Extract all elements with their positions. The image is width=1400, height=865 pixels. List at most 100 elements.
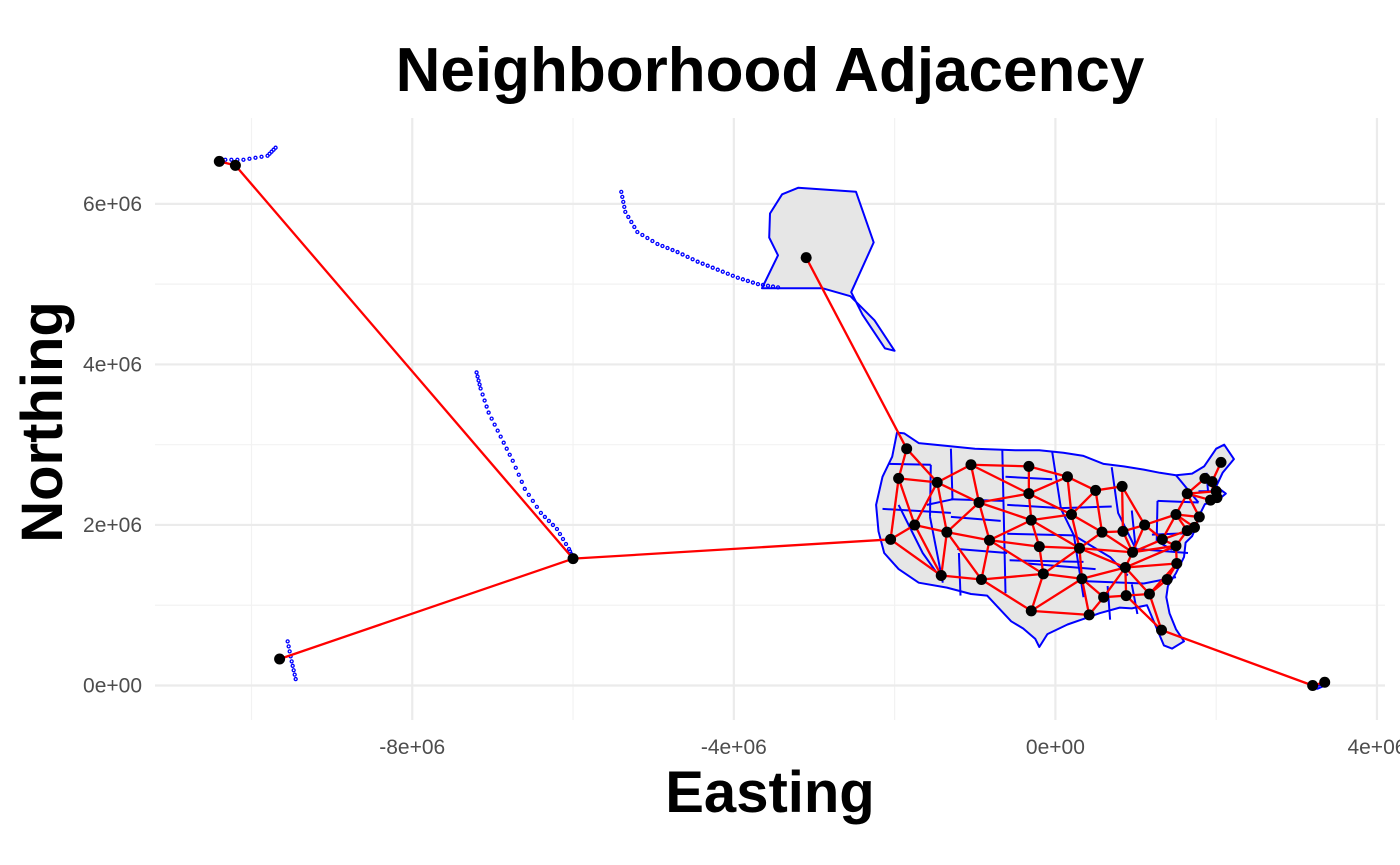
centroid-point xyxy=(274,653,286,665)
island-mark xyxy=(650,238,655,244)
state-boundary-line xyxy=(1007,503,1062,510)
island-mark xyxy=(700,261,705,266)
centroid-point xyxy=(1143,588,1155,600)
centroid-point xyxy=(909,519,921,531)
centroid-point xyxy=(1083,609,1095,621)
island-mark xyxy=(292,672,297,677)
island-mark xyxy=(619,189,624,194)
chart-title: Neighborhood Adjacency xyxy=(396,36,1145,105)
adjacency-edge xyxy=(279,557,574,661)
centroid-point xyxy=(1025,514,1037,526)
island-mark xyxy=(530,498,535,504)
adjacency-edge xyxy=(889,538,942,577)
centroid-point xyxy=(935,570,947,582)
island-mark xyxy=(507,452,512,457)
island-mark xyxy=(516,472,521,477)
island-mark xyxy=(476,378,481,383)
state-boundary-line xyxy=(1027,562,1096,571)
adjacency-edge xyxy=(936,463,972,484)
adjacency-edge xyxy=(1161,629,1314,687)
centroid-point xyxy=(1065,509,1077,521)
centroid-point xyxy=(965,459,977,471)
centroid-point xyxy=(1023,460,1035,472)
island-mark xyxy=(293,676,298,682)
y-tick-label: 6e+06 xyxy=(83,193,142,216)
state-boundary-line xyxy=(1007,532,1074,537)
centroid-point xyxy=(229,159,241,171)
centroid-point xyxy=(1116,480,1128,492)
adjacency-edge xyxy=(913,481,939,526)
island-mark xyxy=(705,263,710,268)
island-mark xyxy=(510,458,515,463)
y-tick-label: 2e+06 xyxy=(83,514,142,537)
island-mark xyxy=(513,465,518,470)
island-mark xyxy=(495,428,500,433)
centroid-point xyxy=(1156,533,1168,545)
centroid-point xyxy=(931,476,943,488)
island-mark xyxy=(289,659,294,664)
y-tick-labels: 0e+00 2e+06 4e+06 6e+06 xyxy=(83,193,142,698)
state-boundary-line xyxy=(888,462,931,466)
adjacency-edge xyxy=(980,539,991,580)
adjacency-edge xyxy=(1070,513,1103,534)
island-mark xyxy=(253,155,258,160)
island-mark xyxy=(273,145,278,150)
centroid-point xyxy=(800,252,812,264)
island-mark xyxy=(765,283,771,288)
island-mark xyxy=(775,285,781,290)
centroid-points xyxy=(213,155,1331,691)
island-mark xyxy=(480,392,485,397)
centroid-point xyxy=(1120,590,1132,602)
centroid-point xyxy=(213,155,225,167)
adjacency-edge xyxy=(1125,562,1177,569)
island-mark xyxy=(484,404,489,409)
adjacency-edge xyxy=(970,463,1029,468)
y-axis-title: Northing xyxy=(10,301,75,543)
centroid-point xyxy=(973,496,985,508)
adjacency-edge xyxy=(898,477,938,484)
x-axis-title: Easting xyxy=(665,760,875,825)
island-mark xyxy=(504,446,509,451)
adjacency-edge xyxy=(1121,485,1146,526)
island-mark xyxy=(750,280,756,285)
island-mark xyxy=(755,282,761,287)
adjacency-edge xyxy=(897,478,916,526)
adjacency-edge xyxy=(1039,545,1080,550)
centroid-point xyxy=(1307,679,1319,691)
adjacency-edge xyxy=(941,574,982,581)
island-mark xyxy=(241,157,246,162)
island-mark xyxy=(522,486,527,491)
major-gridlines xyxy=(155,118,1385,720)
centroid-point xyxy=(1076,573,1088,585)
island-mark xyxy=(770,284,776,289)
island-mark xyxy=(538,510,544,516)
centroid-point xyxy=(1061,471,1073,483)
island-mark xyxy=(690,257,695,262)
island-mark xyxy=(492,422,497,427)
centroid-point xyxy=(983,534,995,546)
centroid-point xyxy=(1188,521,1200,533)
island-mark xyxy=(229,157,234,162)
y-tick-label: 0e+00 xyxy=(83,674,142,697)
centroid-point xyxy=(1096,526,1108,538)
island-mark xyxy=(287,649,292,654)
adjacency-edge xyxy=(946,501,980,534)
centroid-point xyxy=(567,553,579,565)
island-mark xyxy=(259,154,264,159)
y-tick-label: 4e+06 xyxy=(83,353,142,376)
island-mark xyxy=(760,282,766,288)
centroid-point xyxy=(1023,488,1035,500)
adjacency-edge xyxy=(988,519,1032,542)
adjacency-edge xyxy=(989,539,1040,548)
adjacency-edge xyxy=(1070,514,1081,549)
island-mark xyxy=(526,492,531,498)
adjacency-edge xyxy=(936,481,980,504)
centroid-point xyxy=(885,533,897,545)
centroid-point xyxy=(1161,574,1173,586)
adjacency-edge xyxy=(981,572,1044,581)
adjacency-edge xyxy=(1030,519,1081,550)
island-mark xyxy=(290,663,295,668)
island-mark xyxy=(554,526,560,532)
adjacency-edge xyxy=(980,578,1032,612)
